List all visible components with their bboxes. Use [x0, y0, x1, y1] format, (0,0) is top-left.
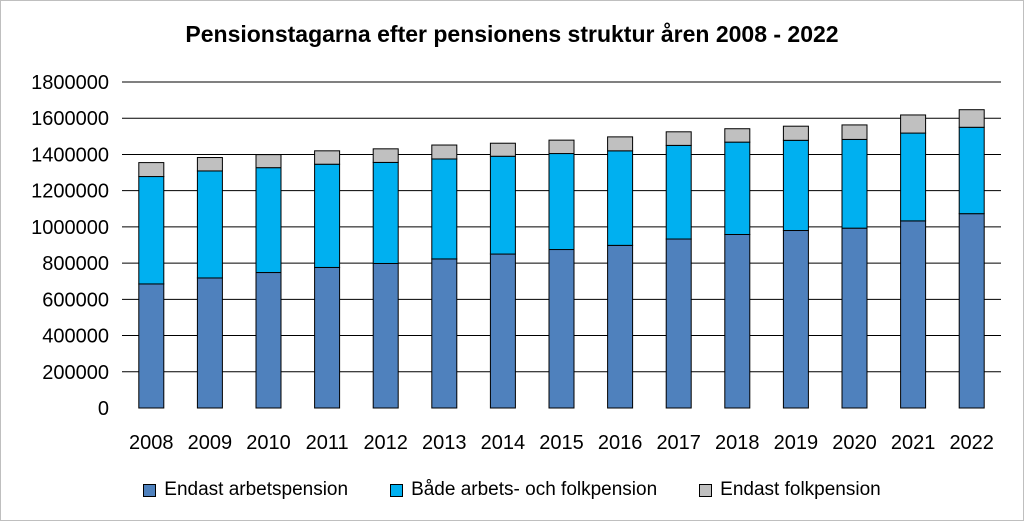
- bar-segment: [665, 238, 692, 409]
- bar-segment: [314, 150, 341, 165]
- legend-label-bade-arbets-och-folkpension: Både arbets- och folkpension: [411, 479, 658, 500]
- bar-segment: [489, 142, 516, 157]
- bar-segment: [372, 262, 399, 409]
- legend-swatch-endast-arbetspension: [143, 483, 157, 497]
- legend-item-bade-arbets-och-folkpension: Både arbets- och folkpension: [390, 479, 657, 501]
- bar-segment: [255, 272, 282, 409]
- bar-segment: [431, 158, 458, 260]
- x-tick-label: 2016: [598, 432, 643, 454]
- bar-segment: [314, 163, 341, 268]
- legend-swatch-bade-arbets-och-folkpension: [390, 483, 404, 497]
- y-tick-label: 1000000: [31, 217, 109, 239]
- x-tick-label: 2010: [246, 432, 291, 454]
- legend-item-endast-arbetspension: Endast arbetspension: [143, 479, 348, 501]
- y-tick-label: 1200000: [31, 181, 109, 203]
- x-tick-label: 2015: [539, 432, 584, 454]
- chart-title: Pensionstagarna efter pensionens struktu…: [185, 21, 839, 47]
- bar-segment: [196, 170, 223, 279]
- bar-segment: [489, 155, 516, 255]
- y-tick-label: 0: [98, 398, 109, 420]
- x-tick-label: 2017: [656, 432, 701, 454]
- y-tick-label: 200000: [42, 362, 109, 384]
- bar-segment: [431, 258, 458, 409]
- bar-segment: [841, 124, 868, 140]
- bar-segment: [724, 128, 751, 143]
- x-tick-label: 2019: [774, 432, 819, 454]
- x-tick-label: 2011: [306, 432, 349, 454]
- bar-segment: [548, 249, 575, 409]
- bar-segment: [431, 144, 458, 160]
- bar-segment: [782, 230, 809, 409]
- bar-segment: [196, 277, 223, 409]
- x-tick-label: 2012: [363, 432, 408, 454]
- bar-segment: [489, 253, 516, 409]
- bar-segment: [314, 266, 341, 409]
- bar-segment: [900, 220, 927, 409]
- y-tick-label: 800000: [42, 253, 109, 275]
- bar-segment: [841, 227, 868, 409]
- x-tick-label: 2022: [949, 432, 994, 454]
- x-tick-label: 2013: [422, 432, 467, 454]
- bar-segment: [607, 150, 634, 246]
- bar-segment: [548, 139, 575, 155]
- x-tick-label: 2021: [891, 432, 936, 454]
- y-tick-label: 1800000: [31, 72, 109, 94]
- bar-segment: [958, 126, 985, 215]
- bar-segment: [607, 136, 634, 152]
- y-tick-label: 1400000: [31, 144, 109, 166]
- bar-segment: [372, 148, 399, 163]
- bar-segment: [665, 131, 692, 146]
- bar-segment: [724, 141, 751, 235]
- bar-segment: [958, 109, 985, 128]
- bar-segment: [607, 244, 634, 409]
- bar-segment: [958, 213, 985, 409]
- y-tick-label: 1600000: [31, 108, 109, 130]
- legend-label-endast-folkpension: Endast folkpension: [720, 479, 881, 500]
- bar-segment: [372, 161, 399, 264]
- legend-label-endast-arbetspension: Endast arbetspension: [164, 479, 349, 500]
- x-tick-label: 2008: [129, 432, 174, 454]
- bar-segment: [138, 162, 165, 178]
- bar-segment: [138, 176, 165, 285]
- x-tick-label: 2014: [481, 432, 526, 454]
- bar-segment: [900, 132, 927, 222]
- bar-segment: [900, 114, 927, 134]
- bar-segment: [782, 125, 809, 141]
- x-tick-label: 2020: [832, 432, 877, 454]
- bar-segment: [724, 233, 751, 409]
- bar-segment: [665, 144, 692, 240]
- bar-segment: [782, 139, 809, 232]
- legend-item-endast-folkpension: Endast folkpension: [699, 479, 881, 501]
- bar-segment: [548, 153, 575, 251]
- bar-segment: [255, 154, 282, 169]
- bar-segment: [255, 167, 282, 274]
- y-tick-label: 600000: [42, 289, 109, 311]
- bar-segment: [841, 138, 868, 229]
- legend: Endast arbetspension Både arbets- och fo…: [1, 479, 1023, 501]
- stacked-bar-chart: 0 200000 400000 600000 800000 1000000 1200000 1…: [31, 72, 1001, 454]
- x-tick-label: 2009: [188, 432, 233, 454]
- bar-segment: [196, 157, 223, 172]
- x-tick-label: 2018: [715, 432, 760, 454]
- legend-swatch-endast-folkpension: [699, 483, 713, 497]
- y-tick-label: 400000: [42, 326, 109, 348]
- bar-segment: [138, 283, 165, 409]
